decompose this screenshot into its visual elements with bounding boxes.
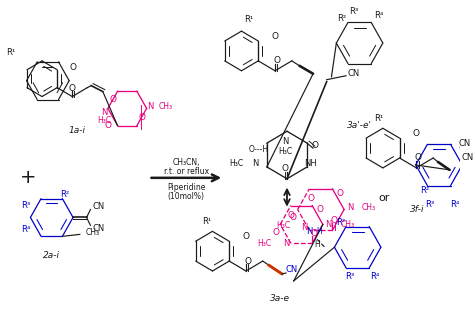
Text: O: O (289, 213, 296, 222)
Text: R¹: R¹ (374, 114, 383, 123)
Text: Piperidine: Piperidine (167, 183, 206, 192)
Text: H: H (316, 227, 322, 236)
Text: or: or (378, 193, 390, 203)
Text: N: N (346, 203, 353, 212)
Text: H₃C: H₃C (97, 116, 111, 125)
Text: O---H: O---H (249, 145, 269, 154)
Text: N: N (301, 223, 308, 232)
Text: R¹: R¹ (202, 217, 211, 226)
Text: O: O (138, 113, 145, 122)
Text: R⁴: R⁴ (21, 225, 30, 234)
Text: O: O (308, 194, 315, 204)
Text: 1a-i: 1a-i (68, 126, 85, 135)
Text: O: O (273, 228, 280, 237)
Text: O: O (331, 216, 338, 225)
Text: +: + (20, 168, 37, 187)
Text: O: O (69, 84, 76, 93)
Text: O: O (109, 95, 116, 104)
Text: O: O (337, 189, 344, 198)
Text: R³: R³ (21, 201, 30, 210)
Text: 2a-i: 2a-i (43, 251, 60, 260)
Text: H₃C: H₃C (278, 147, 292, 155)
Text: CN: CN (347, 69, 360, 78)
Text: H₃C: H₃C (229, 160, 244, 168)
Text: O: O (245, 257, 251, 265)
Text: R⁴: R⁴ (450, 200, 459, 209)
Text: O: O (413, 129, 420, 138)
Text: N: N (283, 239, 289, 248)
Text: O: O (310, 229, 318, 238)
Text: R²: R² (420, 186, 429, 195)
Text: N: N (282, 137, 288, 146)
Text: O: O (272, 32, 279, 40)
Text: R²: R² (60, 190, 69, 199)
Text: N: N (101, 108, 107, 117)
Text: N: N (326, 220, 332, 229)
Text: CH₃: CH₃ (86, 228, 100, 237)
Text: O: O (243, 232, 249, 241)
Text: R¹: R¹ (7, 48, 16, 58)
Text: R²: R² (337, 14, 347, 23)
Text: O: O (282, 164, 289, 173)
Text: O: O (287, 211, 294, 220)
Text: CH₃CN,: CH₃CN, (173, 158, 200, 167)
Text: R⁴: R⁴ (374, 11, 383, 20)
Text: N: N (252, 160, 258, 168)
Text: CH₃: CH₃ (340, 220, 355, 229)
Text: CN: CN (286, 264, 298, 274)
Text: H₃C: H₃C (257, 239, 272, 248)
Text: O: O (70, 63, 77, 72)
Text: R¹: R¹ (245, 15, 254, 24)
Text: (10mol%): (10mol%) (168, 192, 205, 201)
Text: 3a'-e': 3a'-e' (347, 121, 372, 130)
Text: O: O (415, 154, 422, 162)
Text: r.t. or reflux: r.t. or reflux (164, 167, 209, 176)
Text: R³: R³ (345, 272, 355, 282)
Text: CN: CN (92, 202, 104, 211)
Text: 3f-i: 3f-i (410, 205, 425, 214)
Text: H: H (314, 240, 320, 249)
Text: R³: R³ (425, 200, 434, 209)
Text: CN: CN (462, 153, 474, 161)
Text: N: N (306, 227, 312, 236)
Text: CH₃: CH₃ (362, 203, 376, 212)
Text: O: O (273, 56, 281, 65)
Text: H₃C: H₃C (276, 221, 290, 230)
Text: R³: R³ (349, 7, 358, 16)
Text: 3a-e: 3a-e (270, 294, 290, 303)
Text: CN: CN (92, 224, 104, 233)
Text: CH₃: CH₃ (158, 102, 173, 111)
Text: O: O (317, 205, 323, 214)
Text: NH: NH (305, 160, 318, 168)
Text: CN: CN (458, 139, 470, 148)
Text: O: O (311, 141, 319, 149)
Text: R²: R² (336, 218, 345, 227)
Text: O: O (105, 121, 112, 130)
Text: N: N (147, 102, 154, 111)
Text: R⁴: R⁴ (370, 272, 380, 282)
